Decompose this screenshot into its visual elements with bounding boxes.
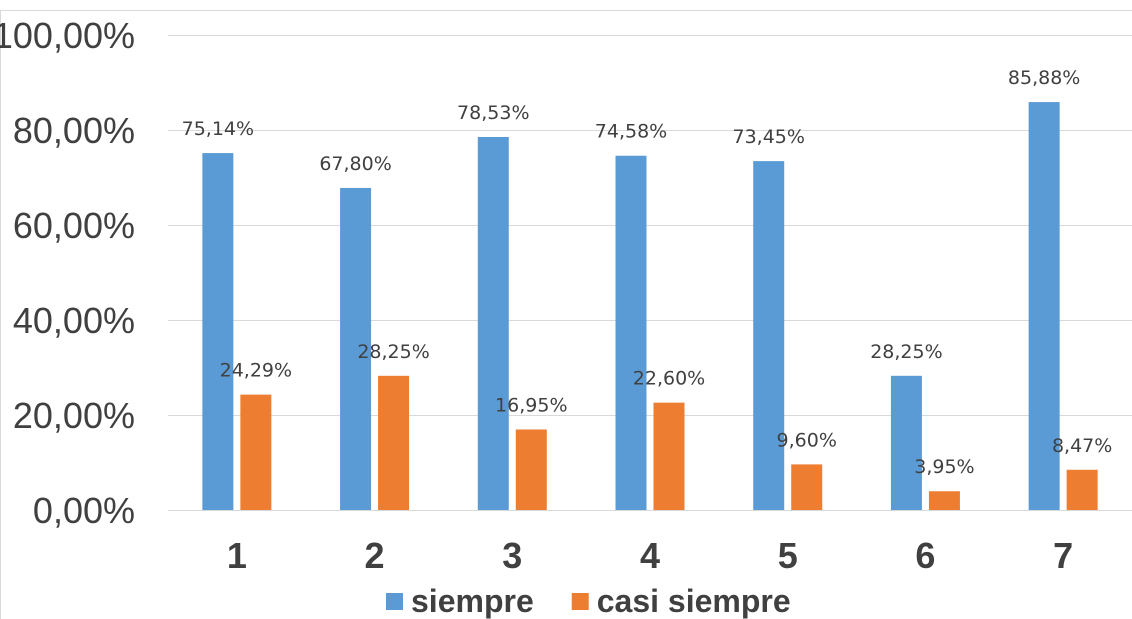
data-label: 74,58% — [595, 121, 667, 143]
data-label: 16,95% — [495, 394, 567, 416]
bar-siempre-5 — [753, 161, 785, 511]
x-category-label: 3 — [502, 535, 522, 576]
y-tick-label: 60,00% — [13, 205, 135, 246]
data-label: 85,88% — [1008, 67, 1080, 89]
bar-siempre-1 — [202, 153, 234, 510]
legend: siempre casi siempre — [386, 583, 791, 619]
bar-siempre-7 — [1028, 102, 1060, 510]
data-label: 22,60% — [633, 368, 705, 390]
x-category-label: 6 — [915, 535, 935, 576]
bar-casi-siempre-7 — [1066, 469, 1098, 510]
data-label: 28,25% — [870, 341, 942, 363]
legend-swatch-casi-siempre — [571, 593, 589, 610]
y-tick-label: 100,00% — [0, 15, 135, 56]
bar-casi-siempre-4 — [653, 402, 685, 510]
bar-siempre-6 — [890, 375, 922, 510]
data-label: 67,80% — [319, 153, 391, 175]
data-label: 9,60% — [777, 429, 837, 451]
bar-casi-siempre-6 — [928, 491, 960, 510]
x-category-label: 1 — [227, 535, 247, 576]
bar-siempre-2 — [340, 187, 372, 510]
bar-casi-siempre-1 — [240, 394, 272, 510]
bar-siempre-4 — [615, 155, 647, 510]
x-axis-category-labels: 1 2 3 4 5 6 7 — [227, 535, 1073, 576]
bar-casi-siempre-2 — [378, 375, 410, 510]
legend-label: casi siempre — [597, 583, 791, 619]
data-label: 75,14% — [182, 118, 254, 140]
gridlines — [168, 35, 1132, 511]
y-tick-label: 20,00% — [13, 395, 135, 436]
x-category-label: 2 — [365, 535, 385, 576]
bar-casi-siempre-3 — [515, 429, 547, 510]
legend-swatch-siempre — [386, 593, 403, 610]
data-label: 24,29% — [220, 360, 292, 382]
y-tick-label: 80,00% — [13, 110, 135, 151]
data-label: 8,47% — [1052, 435, 1112, 457]
x-category-label: 7 — [1053, 535, 1073, 576]
y-tick-label: 40,00% — [13, 300, 135, 341]
bar-siempre-3 — [477, 136, 509, 511]
bars — [202, 102, 1098, 511]
data-label: 3,95% — [914, 456, 974, 478]
data-label: 78,53% — [457, 102, 529, 124]
y-axis-tick-labels: 0,00% 20,00% 40,00% 60,00% 80,00% 100,00% — [0, 15, 135, 531]
legend-label: siempre — [411, 583, 534, 619]
data-label: 28,25% — [357, 341, 429, 363]
bar-casi-siempre-5 — [791, 464, 823, 510]
data-labels: 75,14% 24,29% 67,80% 28,25% 78,53% 16,95% 74,5… — [182, 67, 1113, 478]
y-tick-label: 0,00% — [33, 490, 135, 531]
data-label: 73,45% — [732, 126, 804, 148]
x-category-label: 5 — [778, 535, 798, 576]
x-category-label: 4 — [640, 535, 660, 576]
